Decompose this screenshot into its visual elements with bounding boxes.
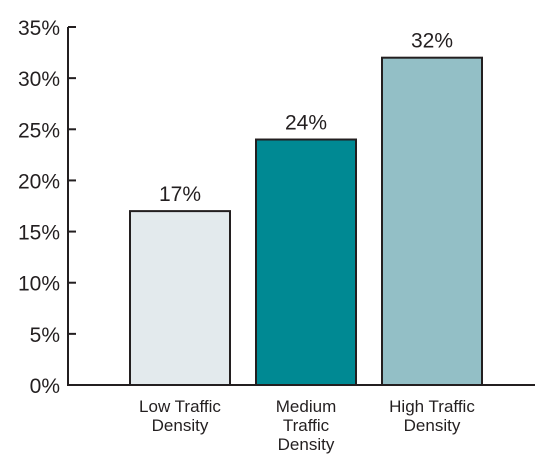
bar	[255, 138, 357, 386]
y-tick-label: 0%	[30, 375, 60, 398]
y-tick-label: 35%	[18, 17, 60, 40]
x-category-label-line: Low Traffic	[139, 397, 221, 416]
y-tick-label: 15%	[18, 222, 60, 245]
bar-data-label: 17%	[159, 183, 201, 206]
x-category-label: High Traffic Density	[389, 397, 475, 435]
y-tick-label: 5%	[30, 324, 60, 347]
y-tick-label: 25%	[18, 119, 60, 142]
bar	[381, 56, 483, 387]
x-category-label-line: High Traffic	[389, 397, 475, 416]
x-category-label-line: Medium	[276, 397, 336, 416]
x-category-label: Medium Traffic Density	[276, 397, 336, 454]
x-category-label-line: Density	[278, 435, 335, 454]
y-tick-label: 30%	[18, 68, 60, 91]
x-category-label-line: Traffic	[283, 416, 330, 435]
bar-data-label: 24%	[285, 112, 327, 135]
x-category-label: Low Traffic Density	[139, 397, 221, 435]
y-tick-label: 20%	[18, 170, 60, 193]
x-category-label-line: Density	[152, 416, 209, 435]
bars: 17% 24% 32%	[129, 30, 483, 387]
bar	[129, 210, 231, 386]
x-category-label-line: Density	[404, 416, 461, 435]
y-axis: 0% 5% 10% 15% 20% 25% 30% 35%	[18, 17, 76, 398]
bar-data-label: 32%	[411, 30, 453, 53]
y-tick-label: 10%	[18, 273, 60, 296]
